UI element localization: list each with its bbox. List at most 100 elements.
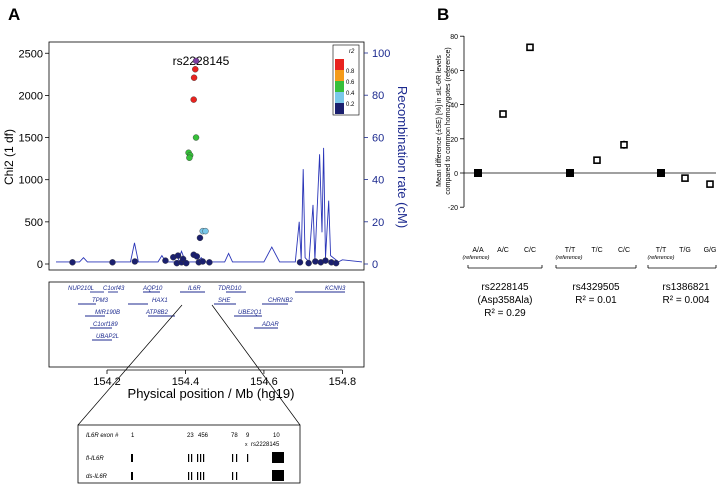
gene-label-C1orf189: C1orf189 xyxy=(93,322,118,328)
genotype-label: T/T xyxy=(656,247,667,254)
left-y-tick-label: 500 xyxy=(25,217,43,229)
panel-b-label: B xyxy=(437,5,449,24)
gene-label-UBAP2L: UBAP2L xyxy=(96,334,119,340)
panel-b: Mean difference (±SE) [%] in sIL-6R leve… xyxy=(436,34,716,319)
genotype-marker xyxy=(620,140,628,149)
snp-point xyxy=(199,258,206,265)
group2-snp: rs4329505 xyxy=(572,282,620,293)
legend-label-02: 0.2 xyxy=(346,102,355,108)
gene-label-UBE2Q1: UBE2Q1 xyxy=(238,310,262,316)
snp-point xyxy=(186,154,193,161)
genotype-marker xyxy=(657,169,665,177)
legend-label-04: 0.4 xyxy=(346,91,355,97)
panel-b-y-tick-label: 40 xyxy=(450,103,458,110)
gene-label-ATP8B2: ATP8B2 xyxy=(145,310,169,316)
right-y-axis-label: Recombination rate (cM) xyxy=(395,86,410,228)
snp-point xyxy=(174,252,182,259)
x-axis-label: Physical position / Mb (hg19) xyxy=(128,386,295,401)
snp-point xyxy=(196,234,204,242)
genotype-marker xyxy=(474,169,482,177)
exon-label-1: 1 xyxy=(131,433,135,439)
zoom-line-left xyxy=(77,304,183,426)
snp-point xyxy=(332,259,340,267)
gene-label-SHE: SHE xyxy=(218,298,231,304)
group3-r2: R² = 0.004 xyxy=(663,295,710,306)
gene-label-TDRD10: TDRD10 xyxy=(218,286,242,292)
snp-point xyxy=(305,259,312,267)
genotype-label: A/A xyxy=(472,247,484,254)
genotype-marker xyxy=(706,180,714,188)
snp-point xyxy=(69,259,76,266)
genotype-label: G/G xyxy=(704,247,717,254)
panel-b-y-tick-label: 20 xyxy=(450,137,458,144)
snp-point xyxy=(162,257,169,264)
gene-label-HAX1: HAX1 xyxy=(152,298,168,304)
panel-b-ylabel-line1: Mean difference (±SE) [%] in sIL-6R leve… xyxy=(436,55,443,187)
genotype-label: T/G xyxy=(679,247,691,254)
left-y-tick-label: 1000 xyxy=(19,175,43,187)
r2-legend: r2 0.8 0.6 0.4 0.2 xyxy=(332,44,360,116)
genotype-marker xyxy=(499,110,507,118)
panel-a-label: A xyxy=(8,5,20,24)
group2-r2: R² = 0.01 xyxy=(575,295,617,306)
group1-snp: rs2228145 xyxy=(481,282,529,293)
exon-label-23: 23 xyxy=(187,433,194,439)
gene-track-frame xyxy=(48,281,365,368)
gene-label-TPM3: TPM3 xyxy=(92,298,109,304)
legend-swatch-navy xyxy=(335,103,344,114)
snp-point xyxy=(190,96,197,103)
snp-point xyxy=(296,259,304,266)
right-y-tick-label: 100 xyxy=(372,48,390,60)
panel-a: Chi2 (1 df) Recombination rate (cM) rs22… xyxy=(2,41,410,484)
gene-label-IL6R: IL6R xyxy=(188,286,201,292)
inset-row-ds: ds-IL6R xyxy=(86,474,108,480)
snp-point xyxy=(206,259,213,266)
snp-point xyxy=(183,259,190,267)
exon-label-78: 78 xyxy=(231,433,238,439)
snp-point xyxy=(202,227,209,235)
gene-label-MIR190B: MIR190B xyxy=(95,310,120,316)
assoc-plot-frame xyxy=(48,41,365,271)
group3-snp: rs1386821 xyxy=(662,282,710,293)
inset-snp-label: rs2228145 xyxy=(251,442,280,448)
panel-b-y-tick-label: 0 xyxy=(454,171,458,178)
snp-point xyxy=(193,253,201,260)
gene-label-AQP10: AQP10 xyxy=(142,286,163,292)
legend-swatch-orange xyxy=(335,70,344,81)
left-y-tick-label: 1500 xyxy=(19,133,43,145)
genotype-marker xyxy=(526,43,534,52)
exon-label-10: 10 xyxy=(273,433,280,439)
genotype-label: C/C xyxy=(524,247,536,254)
exon-label-9: 9 xyxy=(246,433,250,439)
legend-swatch-red xyxy=(335,59,344,70)
reference-label-3: (reference) xyxy=(648,255,675,261)
right-y-tick-label: 80 xyxy=(372,90,384,102)
gene-label-ADAR: ADAR xyxy=(261,322,279,328)
left-y-tick-label: 2000 xyxy=(19,90,43,102)
snp-point xyxy=(131,258,139,265)
reference-label-1: (reference) xyxy=(463,255,490,261)
reference-label-2: (reference) xyxy=(556,255,583,261)
legend-label-06: 0.6 xyxy=(346,80,355,86)
gene-label-KCNN3: KCNN3 xyxy=(325,286,346,292)
snp-point xyxy=(192,66,199,73)
x-tick-label: 154.4 xyxy=(172,376,200,388)
panel-b-y-tick-label: 80 xyxy=(450,34,458,41)
exon-label-456: 456 xyxy=(198,433,209,439)
left-y-tick-label: 0 xyxy=(37,259,43,271)
snp-point xyxy=(192,57,200,65)
right-y-tick-label: 60 xyxy=(372,132,384,144)
snp-point xyxy=(190,74,198,81)
panel-b-y-tick-label: 60 xyxy=(450,68,458,75)
left-y-axis-label: Chi2 (1 df) xyxy=(2,129,16,185)
x-tick-label: 154.8 xyxy=(329,376,357,388)
legend-label-08: 0.8 xyxy=(346,69,355,75)
genotype-label: A/C xyxy=(497,247,509,254)
x-tick-label: 154.6 xyxy=(250,376,278,388)
genotype-marker xyxy=(593,156,601,164)
zoom-line-right xyxy=(211,304,301,426)
genotype-label: T/C xyxy=(591,247,602,254)
gene-label-NUP210L: NUP210L xyxy=(68,286,94,292)
panel-b-ylabel-line2: compared to common homozygotes (referenc… xyxy=(445,47,452,194)
genotype-marker xyxy=(566,169,574,177)
